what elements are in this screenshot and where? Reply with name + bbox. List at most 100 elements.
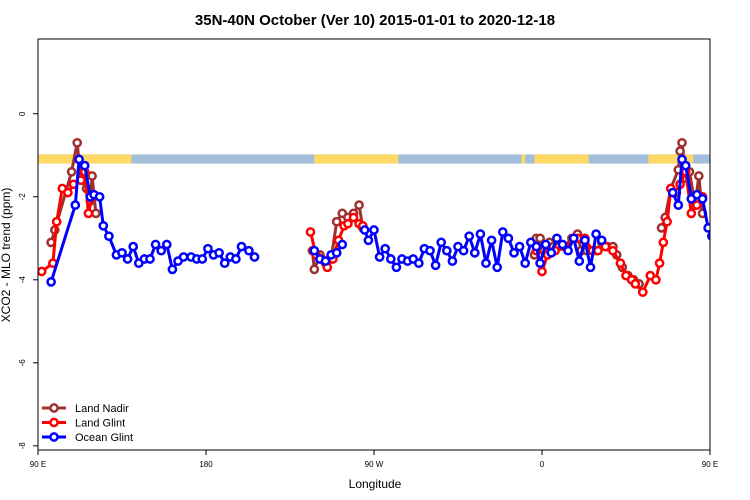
point-ocean-glint-61 bbox=[475, 229, 486, 239]
point-ocean-glint-38 bbox=[331, 247, 342, 258]
point-ocean-glint-27 bbox=[214, 247, 224, 258]
point-ocean-glint-80 bbox=[580, 235, 590, 246]
point-ocean-glint-63 bbox=[486, 235, 497, 246]
point-ocean-glint-65 bbox=[497, 227, 508, 237]
point-ocean-glint-21 bbox=[178, 252, 189, 262]
point-ocean-glint-54 bbox=[436, 237, 447, 248]
point-land-glint-10 bbox=[305, 227, 316, 237]
land-segment-2 bbox=[521, 154, 526, 164]
land-segment-4 bbox=[648, 154, 694, 164]
land-segment-0 bbox=[38, 154, 132, 164]
series-ocean-glint bbox=[46, 154, 743, 287]
x-tick-label-0: 90 E bbox=[30, 460, 46, 469]
point-ocean-glint-58 bbox=[458, 245, 469, 256]
point-ocean-glint-16 bbox=[150, 239, 161, 250]
point-ocean-glint-59 bbox=[464, 231, 475, 242]
point-ocean-glint-15 bbox=[145, 254, 155, 264]
point-ocean-glint-24 bbox=[197, 254, 208, 264]
point-ocean-glint-53 bbox=[430, 260, 441, 271]
point-ocean-glint-93 bbox=[714, 251, 721, 258]
legend-marker-land-glint bbox=[49, 417, 59, 428]
point-land-nadir-46 bbox=[677, 137, 687, 148]
point-ocean-glint-71 bbox=[531, 241, 542, 252]
point-land-nadir-2 bbox=[66, 166, 77, 177]
point-ocean-glint-97 bbox=[736, 260, 743, 267]
point-ocean-glint-25 bbox=[203, 243, 213, 254]
point-ocean-glint-87 bbox=[680, 160, 691, 171]
point-land-glint-46 bbox=[686, 208, 697, 219]
point-ocean-glint-76 bbox=[557, 239, 568, 250]
point-ocean-glint-1 bbox=[70, 200, 81, 210]
point-land-glint-17 bbox=[343, 218, 353, 229]
point-ocean-glint-60 bbox=[469, 247, 480, 258]
x-tick-label-4: 90 E bbox=[702, 460, 718, 469]
point-land-glint-35 bbox=[630, 279, 641, 289]
point-ocean-glint-19 bbox=[167, 264, 178, 275]
point-ocean-glint-50 bbox=[413, 258, 424, 269]
point-land-glint-39 bbox=[654, 258, 665, 269]
point-ocean-glint-74 bbox=[546, 247, 557, 258]
y-tick-label-0: 0 bbox=[18, 111, 27, 116]
point-ocean-glint-40 bbox=[359, 225, 370, 235]
point-ocean-glint-8 bbox=[104, 231, 114, 242]
point-ocean-glint-43 bbox=[374, 252, 385, 262]
point-land-glint-41 bbox=[662, 216, 672, 227]
point-ocean-glint-12 bbox=[128, 241, 139, 252]
land-ocean-band bbox=[38, 154, 710, 164]
x-tick-label-1: 180 bbox=[199, 460, 213, 469]
point-ocean-glint-44 bbox=[380, 243, 391, 254]
point-ocean-glint-31 bbox=[236, 241, 247, 252]
y-tick-label-3: -6 bbox=[18, 359, 27, 367]
point-ocean-glint-10 bbox=[117, 247, 127, 258]
point-ocean-glint-82 bbox=[591, 229, 601, 239]
legend: Land Nadir Land Glint Ocean Glint bbox=[42, 403, 133, 444]
x-axis-label: Longitude bbox=[349, 477, 402, 491]
point-ocean-glint-45 bbox=[385, 254, 396, 264]
point-ocean-glint-6 bbox=[94, 191, 105, 202]
point-land-nadir-8 bbox=[91, 208, 101, 219]
point-land-glint-8 bbox=[83, 208, 94, 219]
chart-title: 35N-40N October (Ver 10) 2015-01-01 to 2… bbox=[195, 12, 555, 29]
legend-marker-ocean-glint bbox=[49, 432, 59, 442]
point-land-glint-32 bbox=[615, 258, 626, 269]
point-land-nadir-14 bbox=[331, 216, 342, 227]
y-axis-label: XCO2 - MLO trend (ppm) bbox=[0, 188, 13, 323]
point-ocean-glint-30 bbox=[231, 254, 241, 264]
point-ocean-glint-79 bbox=[574, 256, 585, 266]
point-ocean-glint-42 bbox=[369, 225, 379, 235]
y-tick-label-1: -2 bbox=[18, 193, 27, 201]
point-land-nadir-3 bbox=[72, 137, 83, 148]
point-land-nadir-10 bbox=[309, 264, 320, 275]
point-ocean-glint-46 bbox=[391, 262, 402, 273]
point-ocean-glint-17 bbox=[156, 245, 167, 256]
point-land-glint-22 bbox=[537, 266, 547, 277]
point-ocean-glint-33 bbox=[249, 252, 260, 262]
point-ocean-glint-73 bbox=[540, 239, 551, 250]
point-ocean-glint-90 bbox=[697, 193, 708, 204]
point-ocean-glint-68 bbox=[514, 241, 525, 252]
point-ocean-glint-66 bbox=[503, 233, 514, 244]
point-ocean-glint-91 bbox=[703, 223, 710, 233]
point-ocean-glint-72 bbox=[535, 258, 545, 269]
point-ocean-glint-28 bbox=[219, 258, 230, 269]
point-land-nadir-45 bbox=[675, 146, 685, 156]
point-ocean-glint-92 bbox=[707, 231, 710, 241]
point-ocean-glint-62 bbox=[481, 258, 491, 269]
land-segment-1 bbox=[314, 154, 399, 164]
point-ocean-glint-7 bbox=[98, 220, 109, 231]
point-ocean-glint-77 bbox=[563, 245, 573, 256]
point-ocean-glint-78 bbox=[568, 233, 579, 244]
point-ocean-glint-85 bbox=[673, 200, 684, 210]
point-ocean-glint-18 bbox=[161, 239, 172, 250]
point-ocean-glint-83 bbox=[596, 235, 607, 246]
point-ocean-glint-0 bbox=[46, 277, 56, 287]
point-ocean-glint-39 bbox=[337, 239, 348, 250]
point-land-glint-29 bbox=[593, 245, 603, 256]
point-ocean-glint-69 bbox=[520, 258, 531, 269]
point-ocean-glint-3 bbox=[79, 160, 90, 171]
point-ocean-glint-34 bbox=[309, 245, 320, 256]
point-ocean-glint-81 bbox=[585, 262, 596, 273]
point-ocean-glint-56 bbox=[447, 256, 458, 266]
point-land-glint-2 bbox=[51, 216, 62, 227]
y-tick-label-4: -8 bbox=[18, 442, 27, 450]
